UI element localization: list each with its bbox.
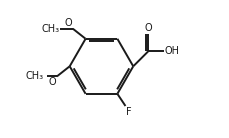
Text: O: O: [64, 18, 72, 28]
Text: F: F: [126, 107, 131, 117]
Text: O: O: [144, 23, 152, 33]
Text: CH₃: CH₃: [25, 71, 43, 81]
Text: O: O: [48, 77, 56, 87]
Text: CH₃: CH₃: [41, 24, 59, 34]
Text: OH: OH: [164, 46, 179, 56]
